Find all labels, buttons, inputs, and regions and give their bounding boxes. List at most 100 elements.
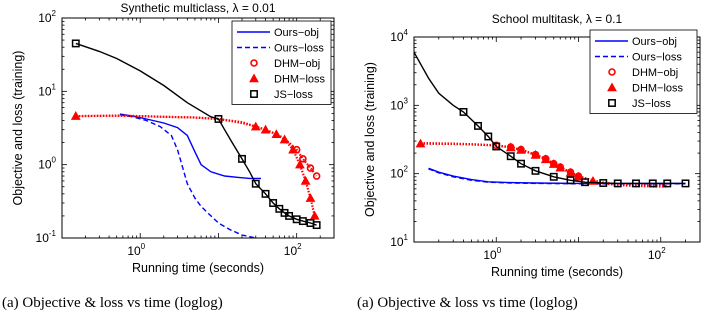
data-point [549,172,558,181]
chart-title: Synthetic multiclass, λ = 0.01 [120,1,275,15]
series-line [119,113,261,180]
tick-base: 10 [390,30,404,44]
data-point [271,129,282,138]
data-point [581,178,589,187]
tick-exponent: 2 [661,246,666,255]
tick-base: 10 [483,248,497,262]
legend-swatch [250,59,258,67]
series-dhm-loss [70,111,320,220]
series-line [428,168,686,185]
legend-swatch [608,68,616,76]
data-point [251,179,260,188]
x-tick-label: 102 [284,242,302,258]
data-point [517,159,525,168]
y-tick-label: 10-1 [36,229,57,245]
plot-frame [413,36,701,243]
data-point [632,179,640,188]
data-point [648,179,657,188]
legend-item: Ours−obj [237,27,319,39]
data-point [548,159,559,168]
series-ours-obj [119,113,261,180]
data-point [540,154,551,164]
legend-label: DHM−obj [274,58,320,70]
data-point [555,162,566,172]
tick-base: 10 [284,244,298,258]
data-point [285,211,294,220]
data-point [295,159,305,169]
data-point [250,121,261,131]
data-point [531,166,540,175]
series-js-loss [71,39,321,230]
y-tick-label: 101 [38,82,56,98]
series-line [75,114,318,177]
data-point [565,167,576,177]
series-dhm-loss [415,138,668,188]
legend-swatch [250,90,258,98]
legend-label: Ours−loss [632,52,682,64]
plot-area [70,39,321,238]
tick-base: 10 [38,84,52,98]
x-axis-label: Running time (seconds) [491,265,623,279]
series-dhm-obj [75,114,321,180]
legend: Ours−obj Ours−loss DHM−obj DHM−loss JS−loss [231,20,332,105]
tick-base: 10 [38,11,52,25]
data-point [279,134,290,144]
legend-label: DHM−loss [274,74,326,86]
data-point [305,193,316,202]
legend-label: Ours−obj [632,36,677,48]
data-point [261,189,270,198]
data-point [530,149,541,159]
data-point [260,124,271,134]
legend-item: Ours−loss [237,43,324,55]
x-tick-label: 100 [483,246,501,262]
legend-label: Ours−obj [274,27,319,39]
data-point [238,154,246,163]
data-point [300,175,311,185]
y-tick-label: 102 [390,165,408,181]
tick-exponent: 2 [52,9,57,18]
legend-swatch [249,73,259,83]
tick-exponent: 3 [404,96,409,105]
data-point [505,142,516,152]
series-dhm-obj [420,141,668,187]
y-axis-label: Objective and loss (training) [363,62,377,217]
data-point [312,221,321,230]
x-tick-label: 100 [127,242,145,258]
tick-exponent: 2 [297,242,302,251]
legend-label: JS−loss [632,98,671,110]
figure-caption: (a) Objective & loss vs time (loglog) [2,295,223,311]
legend-label: DHM−loss [632,83,684,95]
legend-item: JS−loss [608,98,671,110]
axis-ticks [61,17,335,239]
legend-item: Ours−obj [595,36,677,48]
tick-base: 10 [36,231,50,245]
tick-exponent: 4 [404,28,409,37]
chart-title: School multitask, λ = 0.1 [492,12,623,26]
data-point [474,121,482,130]
tick-base: 10 [127,244,141,258]
legend-box [589,29,698,114]
tick-base: 10 [390,167,404,181]
data-point [415,138,426,148]
legend-box [231,20,332,105]
legend-item: DHM−obj [608,67,678,79]
y-axis-label: Objective and loss (training) [11,51,25,206]
data-point [599,179,608,187]
y-tick-label: 101 [390,233,408,249]
tick-exponent: 0 [497,246,502,255]
data-point [566,176,575,185]
data-point [312,172,321,180]
plot-frame [61,17,335,239]
series-line [420,142,668,188]
data-point [70,111,81,120]
series-line [75,114,316,217]
legend-label: DHM−obj [632,67,678,79]
series-line [420,142,668,187]
axis-ticks [413,36,701,243]
series-js-loss [414,51,690,188]
tick-exponent: 0 [52,156,57,165]
tick-base: 10 [648,248,662,262]
tick-exponent: 0 [141,242,146,251]
